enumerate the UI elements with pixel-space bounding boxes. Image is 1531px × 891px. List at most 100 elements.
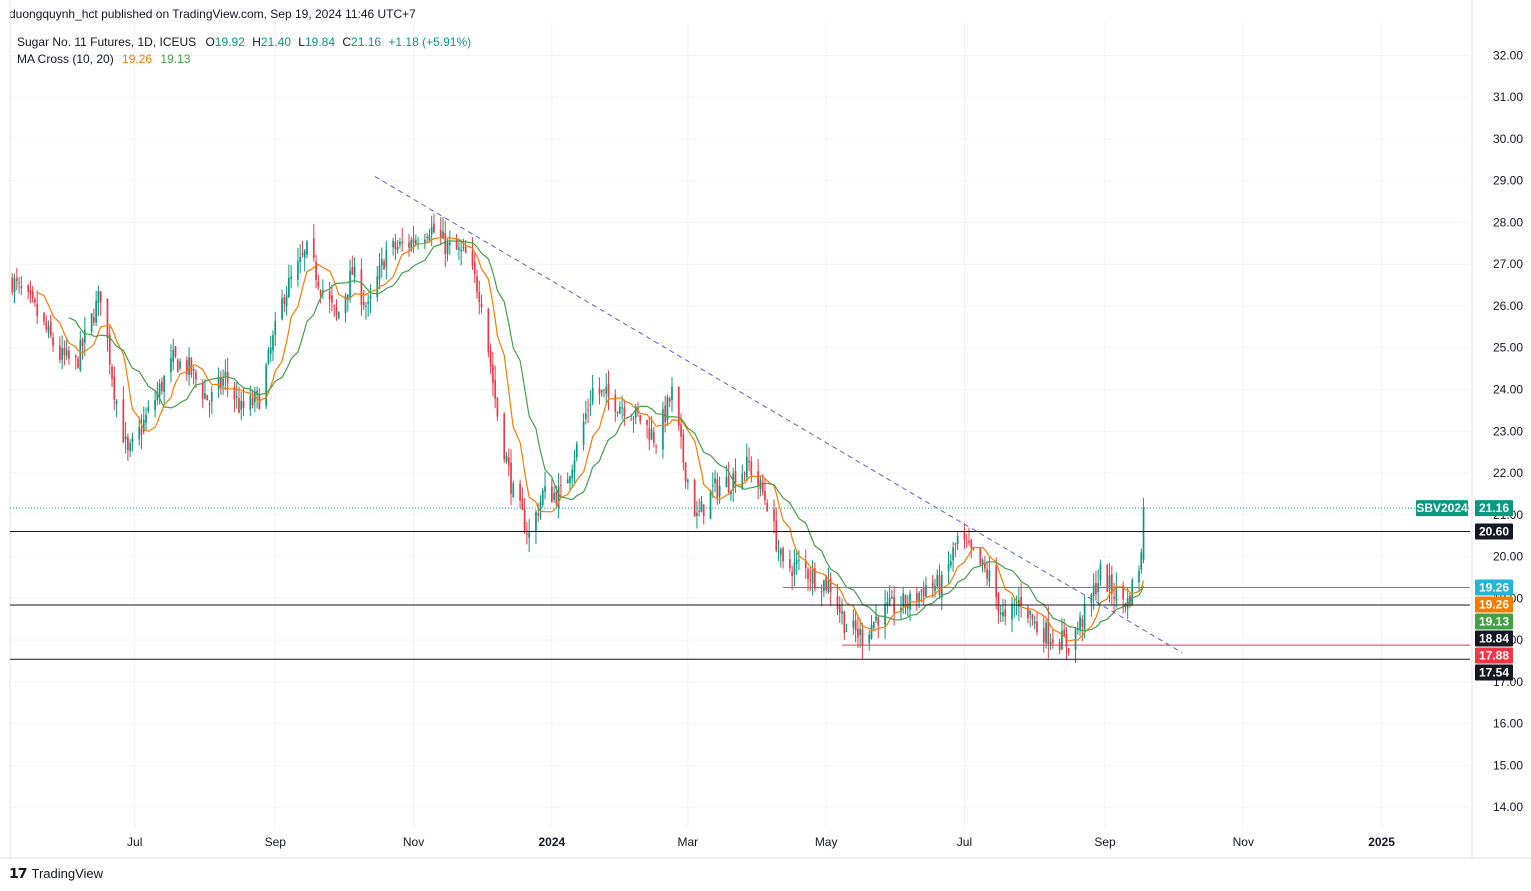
- candle-body: [455, 238, 458, 250]
- candle-down: [843, 610, 846, 641]
- candle-down: [773, 499, 775, 534]
- candle-up: [505, 452, 508, 464]
- candle-body: [439, 230, 442, 237]
- candle-up: [779, 547, 782, 568]
- candle-body: [378, 265, 381, 280]
- candle-down: [877, 616, 880, 639]
- candle-body: [664, 405, 667, 422]
- price-label-17.88: 17.88: [1475, 647, 1513, 664]
- candle-body: [113, 376, 116, 400]
- candle-up: [823, 579, 825, 598]
- change-value: +1.18 (+5.91%): [388, 35, 472, 49]
- candle-body: [111, 366, 113, 379]
- candle-body: [795, 560, 798, 564]
- candle-body: [127, 437, 129, 451]
- candle-up: [709, 489, 712, 520]
- candle-up: [1013, 599, 1016, 618]
- candle-body: [285, 294, 288, 307]
- candle-body: [709, 489, 712, 519]
- tradingview-footer[interactable]: 𝟭𝟳 TradingView: [9, 865, 103, 882]
- x-tick-label: Mar: [678, 835, 699, 849]
- candle-body: [841, 611, 843, 614]
- candle-down: [185, 356, 188, 381]
- candle-body: [698, 510, 701, 512]
- candle-down: [614, 389, 617, 422]
- candle-down: [1031, 613, 1034, 626]
- candle-body: [272, 335, 274, 351]
- candle-body: [49, 322, 52, 336]
- candle-body: [884, 603, 886, 625]
- open-label: O: [205, 35, 215, 49]
- candle-body: [430, 226, 433, 235]
- candle-up: [210, 385, 213, 415]
- candle-down: [646, 419, 648, 439]
- candle-body: [535, 512, 537, 531]
- candle-body: [725, 477, 728, 488]
- candle-up: [918, 590, 920, 609]
- candle-up: [147, 399, 150, 414]
- candle-down: [208, 400, 211, 418]
- candle-up: [666, 394, 669, 426]
- candle-up: [528, 519, 531, 553]
- candle-body: [473, 261, 476, 275]
- candle-up: [442, 217, 444, 240]
- candle-up: [179, 358, 181, 371]
- candle-up: [170, 344, 172, 383]
- candle-body: [954, 543, 957, 545]
- symbol-title[interactable]: Sugar No. 11 Futures, 1D, ICEUS: [17, 35, 197, 49]
- price-label-text: 17.88: [1479, 648, 1509, 662]
- candle-down: [607, 370, 610, 411]
- symbol-legend-row[interactable]: Sugar No. 11 Futures, 1D, ICEUS O19.92 H…: [17, 34, 471, 51]
- candle-up: [886, 591, 889, 614]
- candle-body: [140, 428, 143, 435]
- close-value: 21.16: [351, 35, 382, 49]
- price-label-box: [1475, 523, 1513, 540]
- candle-down: [677, 386, 680, 431]
- candle-body: [1031, 614, 1034, 620]
- candle-up: [687, 477, 689, 490]
- candle-body: [31, 291, 34, 298]
- indicator-title[interactable]: MA Cross (10, 20): [17, 52, 114, 66]
- candle-body: [13, 278, 16, 293]
- candle-body: [1047, 620, 1050, 644]
- candle-up: [827, 567, 830, 595]
- candle-body: [566, 479, 569, 484]
- candle-body: [1052, 639, 1054, 643]
- candle-body: [249, 395, 252, 410]
- candle-body: [380, 259, 383, 266]
- candle-body: [870, 624, 873, 639]
- candle-body: [494, 379, 497, 399]
- candle-up: [158, 379, 161, 405]
- candle-body: [312, 238, 315, 258]
- price-label-box: [1475, 647, 1513, 664]
- candle-up: [385, 240, 388, 280]
- candle-down: [537, 503, 540, 522]
- candle-body: [369, 295, 372, 300]
- price-label-17.54: 17.54: [1475, 664, 1513, 681]
- candle-up: [949, 554, 952, 569]
- candle-body: [956, 536, 959, 544]
- indicator-legend-row[interactable]: MA Cross (10, 20) 19.26 19.13: [17, 51, 471, 68]
- candle-up: [13, 273, 16, 304]
- candle-down: [748, 447, 750, 472]
- candle-up: [138, 416, 141, 446]
- candle-down: [997, 591, 1000, 624]
- price-label-text: 19.13: [1479, 614, 1509, 628]
- candle-down: [68, 345, 70, 365]
- candle-body: [931, 581, 934, 588]
- candle-up: [925, 576, 927, 597]
- candle-up: [902, 586, 905, 614]
- candle-body: [147, 407, 150, 412]
- candle-up: [235, 382, 238, 409]
- ma10-value: 19.26: [122, 52, 153, 66]
- candle-down: [503, 412, 506, 463]
- candle-body: [15, 278, 18, 281]
- candle-down: [1067, 647, 1070, 656]
- candle-body: [478, 292, 481, 303]
- candle-body: [179, 361, 181, 369]
- candle-body: [1036, 621, 1038, 633]
- candle-up: [269, 335, 272, 363]
- candle-body: [507, 457, 510, 466]
- candle-body: [632, 418, 635, 420]
